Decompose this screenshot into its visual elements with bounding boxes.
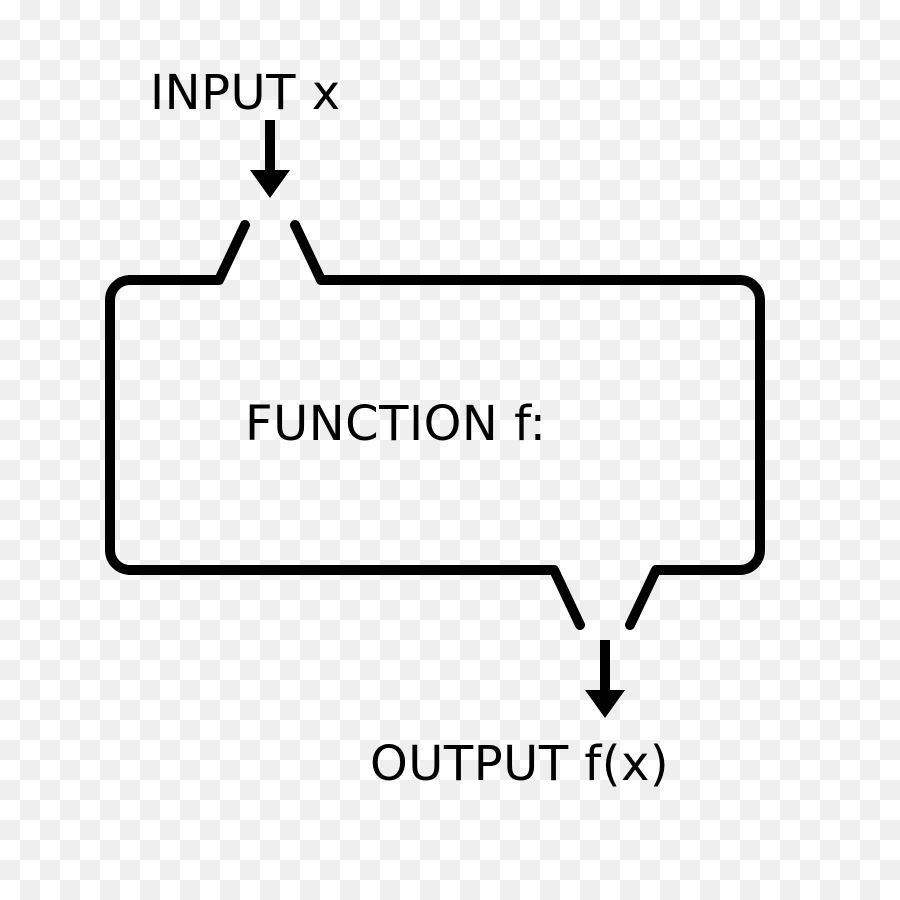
output-arrow-icon bbox=[585, 640, 625, 718]
input-arrow-icon bbox=[250, 120, 290, 198]
function-label: FUNCTION f: bbox=[245, 396, 546, 452]
function-machine-diagram: INPUT x FUNCTION f: OUTPUT f(x) bbox=[0, 0, 900, 900]
output-label: OUTPUT f(x) bbox=[370, 736, 669, 792]
input-label: INPUT x bbox=[150, 65, 341, 121]
